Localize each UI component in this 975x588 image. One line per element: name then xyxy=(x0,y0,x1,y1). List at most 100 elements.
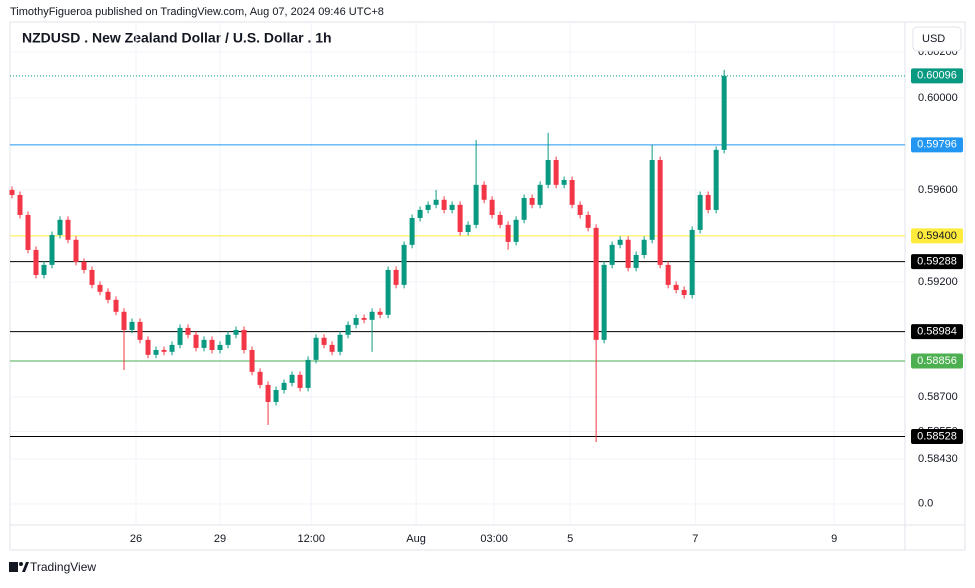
candle-body xyxy=(161,349,167,352)
candle-body xyxy=(353,318,359,325)
candle-body xyxy=(497,214,503,225)
x-tick-label: 12:00 xyxy=(298,533,326,545)
candle-body xyxy=(409,217,415,245)
level-badge xyxy=(911,137,963,153)
candle-body xyxy=(441,199,447,210)
candle-body xyxy=(17,194,23,215)
level-badge xyxy=(911,324,963,340)
candle-body xyxy=(249,349,255,372)
candle-body xyxy=(449,204,455,210)
candle-body xyxy=(129,321,135,330)
currency-button[interactable] xyxy=(912,26,962,52)
candle-body xyxy=(225,334,231,345)
candle-body xyxy=(97,284,103,292)
candle-body xyxy=(713,149,719,210)
candle-body xyxy=(377,311,383,315)
candle-body xyxy=(105,291,111,300)
candle-body xyxy=(513,219,519,242)
candle-body xyxy=(121,311,127,330)
candle-body xyxy=(145,339,151,355)
candle-body xyxy=(601,264,607,340)
y-tick-label: 0.58700 xyxy=(918,391,958,403)
candle-body xyxy=(281,382,287,390)
level-label: 0.58984 xyxy=(917,325,957,337)
level-badge xyxy=(911,353,963,369)
candle-body xyxy=(345,324,351,335)
candle-body xyxy=(665,264,671,285)
candle-body xyxy=(329,344,335,352)
candle-body xyxy=(673,284,679,290)
chart-frame xyxy=(9,21,966,551)
candle-body xyxy=(185,327,191,335)
candle-body xyxy=(81,261,87,270)
candle-body xyxy=(561,180,567,185)
candle-body xyxy=(657,159,663,265)
candle-body xyxy=(337,334,343,352)
candle-body xyxy=(9,189,15,195)
y-tick-label: 0.59200 xyxy=(918,276,958,288)
candle-body xyxy=(89,269,95,285)
candle-body xyxy=(681,289,687,296)
candle-body xyxy=(169,344,175,352)
candle-body xyxy=(609,244,615,265)
candle-body xyxy=(193,334,199,348)
candle-body xyxy=(529,197,535,205)
candle-body xyxy=(49,234,55,265)
level-label: 0.59400 xyxy=(917,230,957,242)
candle-body xyxy=(577,204,583,215)
candle-body xyxy=(553,159,559,185)
level-label: 0.58528 xyxy=(917,430,957,442)
x-tick-label: 5 xyxy=(567,533,573,545)
candle-body xyxy=(473,184,479,225)
x-tick-label: 7 xyxy=(692,533,698,545)
candle-body xyxy=(57,219,63,235)
x-tick-label: 29 xyxy=(214,533,226,545)
level-badge xyxy=(911,228,963,244)
candle-body xyxy=(361,318,367,320)
candle-body xyxy=(321,337,327,345)
candle-body xyxy=(153,349,159,355)
candle-body xyxy=(641,239,647,255)
candle-body xyxy=(721,75,727,150)
candle-body xyxy=(617,239,623,245)
candle-body xyxy=(489,199,495,215)
candle-body xyxy=(457,204,463,232)
x-tick-label: Aug xyxy=(406,533,426,545)
x-tick-label: 26 xyxy=(130,533,142,545)
candle-body xyxy=(521,197,527,220)
candle-body xyxy=(401,244,407,285)
chart-title: NZDUSD . New Zealand Dollar / U.S. Dolla… xyxy=(22,30,332,46)
candle-body xyxy=(593,227,599,340)
candle-body xyxy=(265,384,271,402)
candle-body xyxy=(633,254,639,268)
candle-body xyxy=(425,204,431,210)
candle-body xyxy=(569,180,575,205)
y-tick-label: 0.58430 xyxy=(918,453,958,465)
candle-body xyxy=(313,337,319,360)
candle-body xyxy=(177,327,183,345)
candle-body xyxy=(505,224,511,242)
brand: TradingView xyxy=(30,560,96,574)
candle-body xyxy=(297,374,303,388)
candle-body xyxy=(209,339,215,350)
candle-body xyxy=(697,194,703,230)
candle-body xyxy=(241,329,247,350)
candle-body xyxy=(385,269,391,315)
candle-body xyxy=(273,389,279,402)
candle-body xyxy=(137,321,143,340)
candle-body xyxy=(65,219,71,240)
currency: USD xyxy=(922,33,945,45)
candle-body xyxy=(537,184,543,205)
candle-body xyxy=(545,159,551,185)
candle-body xyxy=(393,269,399,285)
candle-body xyxy=(585,214,591,228)
level-label: 0.59288 xyxy=(917,256,957,268)
candle-body xyxy=(481,184,487,200)
candle-body xyxy=(257,371,263,385)
candle-body xyxy=(417,209,423,218)
last-price-badge xyxy=(911,68,963,84)
candle-body xyxy=(289,374,295,383)
candle-body xyxy=(369,311,375,320)
y-tick-label: 0.59600 xyxy=(918,184,958,196)
